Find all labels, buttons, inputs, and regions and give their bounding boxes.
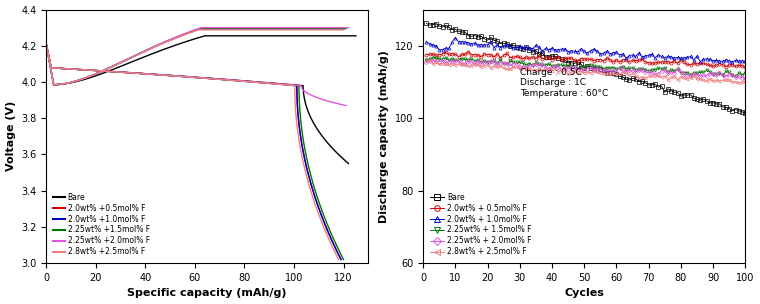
2.0wt% + 1.0mol% F — [731, 58, 740, 62]
2.0wt% + 0.5mol% F — [718, 63, 727, 66]
Text: Charge : 0.5C
Discharge : 1C
Temperature : 60°C: Charge : 0.5C Discharge : 1C Temperature… — [520, 68, 608, 98]
2.0wt% + 0.5mol% F — [464, 50, 473, 54]
2.25wt% + 2.0mol% F — [438, 58, 447, 62]
Legend: Bare, 2.0wt% +0.5mol% F, 2.0wt% +1.0mol% F, 2.25wt% +1.5mol% F, 2.25wt% +2.0mol%: Bare, 2.0wt% +0.5mol% F, 2.0wt% +1.0mol%… — [50, 190, 153, 259]
2.8wt% + 2.5mol% F — [734, 81, 743, 85]
2.0wt% + 1.0mol% F — [718, 60, 727, 63]
2.25wt% + 1.5mol% F — [486, 60, 496, 64]
2.0wt% + 0.5mol% F — [741, 65, 750, 69]
2.0wt% + 1.0mol% F — [741, 60, 750, 63]
2.8wt% + 2.5mol% F — [499, 66, 508, 70]
2.0wt% + 1.0mol% F — [728, 60, 737, 64]
2.25wt% + 2.0mol% F — [422, 60, 431, 64]
Bare — [496, 42, 505, 46]
Bare — [422, 22, 431, 25]
Line: 2.0wt% + 0.5mol% F: 2.0wt% + 0.5mol% F — [425, 50, 747, 69]
Y-axis label: Voltage (V): Voltage (V) — [5, 101, 15, 171]
2.8wt% + 2.5mol% F — [615, 72, 624, 76]
2.0wt% + 0.5mol% F — [728, 63, 737, 67]
2.25wt% + 1.5mol% F — [615, 66, 624, 70]
2.0wt% + 1.0mol% F — [615, 53, 624, 57]
Line: 2.0wt% + 1.0mol% F: 2.0wt% + 1.0mol% F — [425, 36, 747, 64]
2.25wt% + 2.0mol% F — [589, 68, 598, 72]
2.8wt% + 2.5mol% F — [718, 78, 727, 82]
2.25wt% + 1.5mol% F — [589, 64, 598, 68]
Bare — [715, 102, 724, 106]
2.25wt% + 1.5mol% F — [718, 74, 727, 77]
2.25wt% + 2.0mol% F — [499, 62, 508, 65]
2.0wt% + 1.0mol% F — [422, 40, 431, 43]
Bare — [741, 111, 750, 115]
2.25wt% + 1.5mol% F — [422, 58, 431, 61]
2.0wt% + 0.5mol% F — [615, 60, 624, 64]
2.25wt% + 2.0mol% F — [718, 74, 727, 77]
Line: 2.8wt% + 2.5mol% F: 2.8wt% + 2.5mol% F — [425, 58, 747, 85]
2.0wt% + 1.0mol% F — [589, 47, 598, 51]
Bare — [724, 107, 733, 110]
2.25wt% + 1.5mol% F — [499, 62, 508, 66]
2.25wt% + 1.5mol% F — [731, 74, 740, 78]
Bare — [586, 66, 595, 70]
2.25wt% + 1.5mol% F — [741, 71, 750, 75]
2.8wt% + 2.5mol% F — [589, 69, 598, 73]
2.0wt% + 0.5mol% F — [589, 59, 598, 62]
2.25wt% + 2.0mol% F — [486, 59, 496, 63]
2.25wt% + 2.0mol% F — [741, 77, 750, 80]
Line: Bare: Bare — [425, 22, 747, 115]
2.25wt% + 1.5mol% F — [728, 73, 737, 77]
Line: 2.25wt% + 1.5mol% F: 2.25wt% + 1.5mol% F — [425, 56, 747, 78]
Y-axis label: Discharge capacity (mAh/g): Discharge capacity (mAh/g) — [379, 50, 389, 223]
X-axis label: Cycles: Cycles — [564, 288, 604, 299]
2.8wt% + 2.5mol% F — [425, 58, 434, 62]
2.25wt% + 2.0mol% F — [615, 66, 624, 70]
Legend: Bare, 2.0wt% + 0.5mol% F, 2.0wt% + 1.0mol% F, 2.25wt% + 1.5mol% F, 2.25wt% + 2.0: Bare, 2.0wt% + 0.5mol% F, 2.0wt% + 1.0mo… — [427, 190, 534, 259]
2.8wt% + 2.5mol% F — [422, 59, 431, 63]
2.0wt% + 0.5mol% F — [486, 53, 496, 57]
2.8wt% + 2.5mol% F — [728, 80, 737, 84]
2.0wt% + 0.5mol% F — [499, 54, 508, 57]
2.25wt% + 2.0mol% F — [728, 73, 737, 77]
2.0wt% + 1.0mol% F — [486, 40, 496, 44]
2.0wt% + 1.0mol% F — [451, 36, 460, 40]
2.8wt% + 2.5mol% F — [486, 66, 496, 70]
X-axis label: Specific capacity (mAh/g): Specific capacity (mAh/g) — [128, 288, 287, 299]
2.0wt% + 1.0mol% F — [499, 45, 508, 48]
Bare — [612, 72, 621, 75]
Line: 2.25wt% + 2.0mol% F: 2.25wt% + 2.0mol% F — [425, 59, 747, 80]
2.8wt% + 2.5mol% F — [741, 80, 750, 83]
2.0wt% + 0.5mol% F — [422, 53, 431, 57]
2.25wt% + 1.5mol% F — [441, 56, 450, 60]
Bare — [483, 38, 492, 42]
